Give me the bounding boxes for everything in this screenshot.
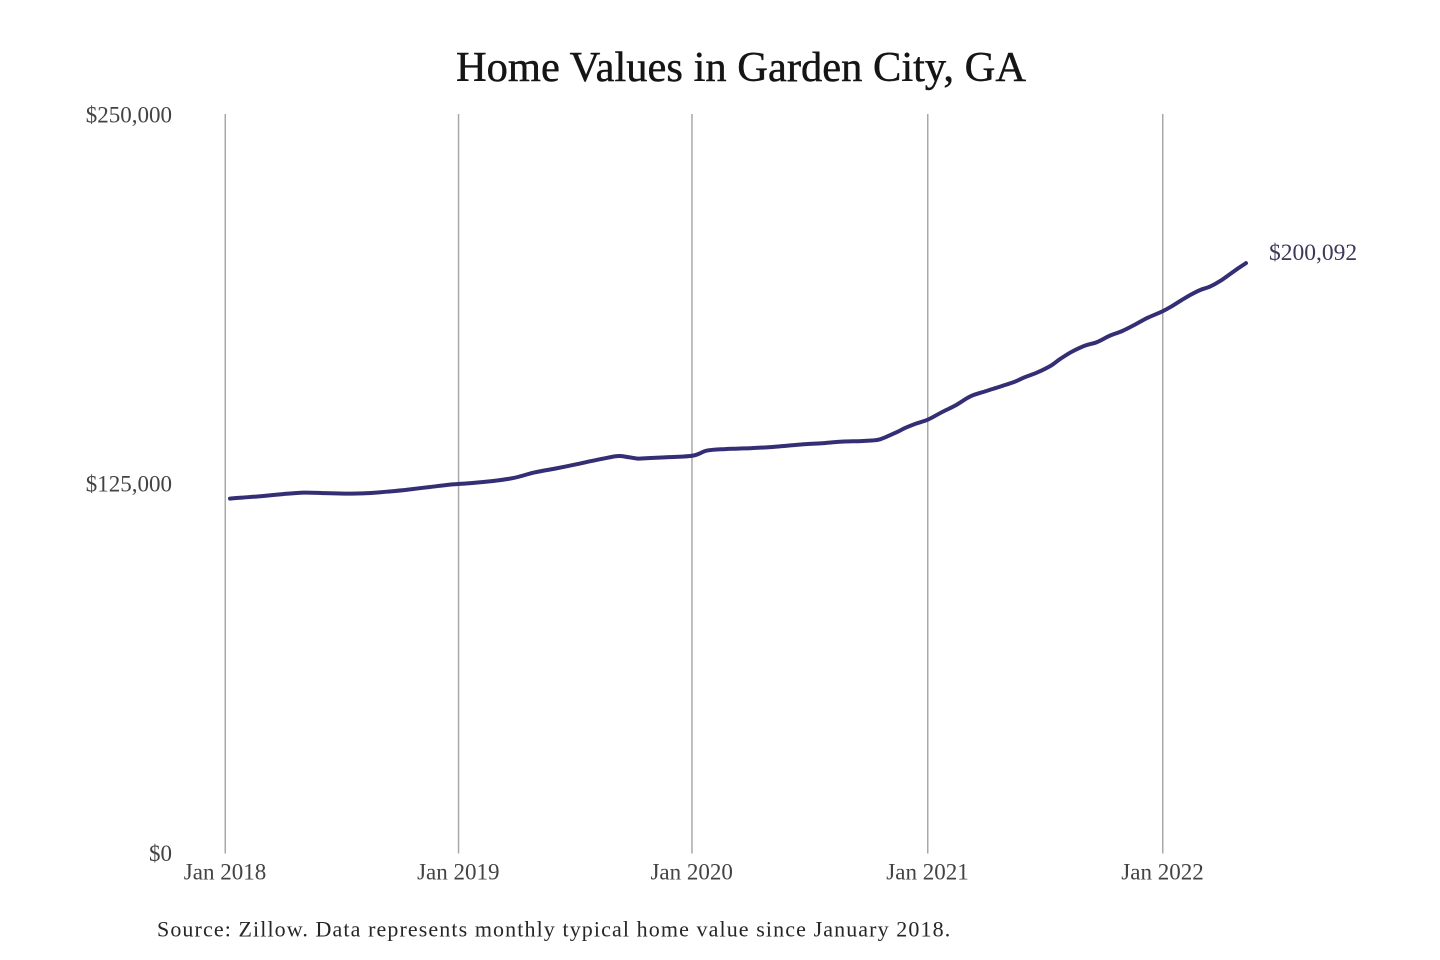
svg-text:Jan 2018: Jan 2018 (184, 860, 266, 885)
svg-text:Jan 2019: Jan 2019 (417, 860, 499, 885)
svg-text:$125,000: $125,000 (86, 472, 172, 497)
svg-text:Jan 2020: Jan 2020 (650, 860, 732, 885)
svg-text:Jan 2021: Jan 2021 (886, 860, 968, 885)
svg-text:Source: Zillow. Data represent: Source: Zillow. Data represents monthly … (157, 917, 951, 942)
svg-text:$0: $0 (149, 841, 172, 866)
svg-text:$200,092: $200,092 (1269, 240, 1357, 266)
svg-text:$250,000: $250,000 (86, 103, 172, 128)
svg-text:Home Values in Garden City, GA: Home Values in Garden City, GA (456, 44, 1026, 91)
svg-text:Jan 2022: Jan 2022 (1121, 860, 1203, 885)
